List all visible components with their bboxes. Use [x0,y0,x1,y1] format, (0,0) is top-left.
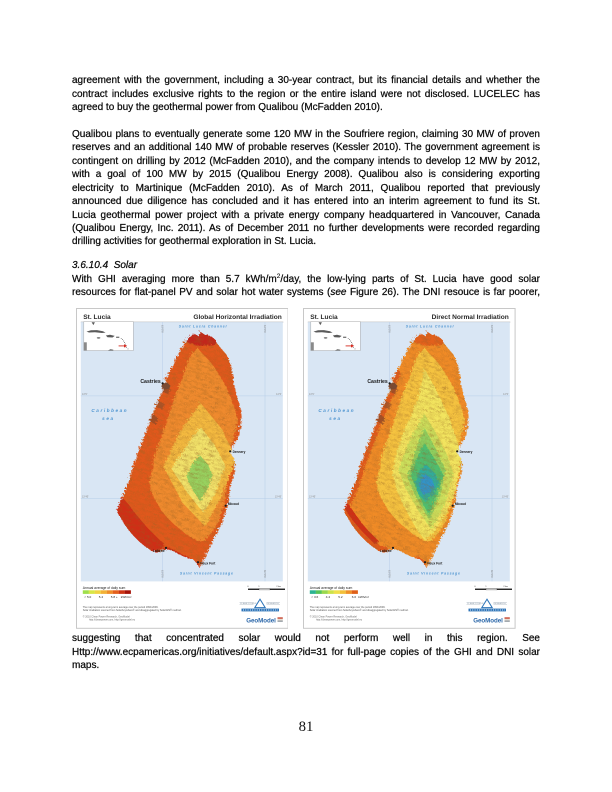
svg-text:Saint Lucia Channel: Saint Lucia Channel [178,325,227,329]
svg-text:61°0'W: 61°0'W [263,325,266,333]
svg-text:Annual average of daily sum: Annual average of daily sum [310,586,353,590]
svg-text:kWh/m²: kWh/m² [359,595,370,599]
svg-text:Laborie: Laborie [153,549,165,553]
svg-text:4.4: 4.4 [326,595,331,599]
svg-text:Solar irradiation sourced from: Solar irradiation sourced from SolarAnyw… [82,609,181,612]
svg-text:61°0'W: 61°0'W [490,325,493,333]
svg-text:0: 0 [475,587,477,589]
svg-text:Caribbean: Caribbean [319,408,356,413]
svg-text:6.0: 6.0 [352,595,357,599]
svg-text:1: 1 [486,587,488,589]
svg-text:GeoModel: GeoModel [246,618,276,625]
svg-text:St. Lucia: St. Lucia [83,314,111,321]
svg-text:St. Lucia: St. Lucia [311,314,339,321]
svg-text:Vieux Fort: Vieux Fort [199,562,215,566]
svg-text:CLEAN POWER: CLEAN POWER [240,602,257,605]
svg-text:61°0'W: 61°0'W [490,570,493,578]
svg-text:Castries: Castries [368,380,389,386]
svg-text:61°0'W: 61°0'W [160,325,163,333]
svg-text:RESEARCH: RESEARCH [266,602,279,605]
svg-text:Global Horizontal Irradiation: Global Horizontal Irradiation [193,314,281,321]
svg-text:2 km: 2 km [504,587,509,589]
svg-text:RESEARCH: RESEARCH [494,602,507,605]
svg-text:2 km: 2 km [276,587,281,589]
svg-text:61°0'W: 61°0'W [263,570,266,578]
svg-text:14°0': 14°0' [276,393,282,396]
svg-text:The map represents a long-term: The map represents a long-term average o… [82,606,158,609]
svg-text:Vieux Fort: Vieux Fort [427,562,443,566]
svg-text:Solar irradiation sourced from: Solar irradiation sourced from SolarAnyw… [310,609,409,612]
svg-text:sea: sea [102,416,114,421]
svg-text:5.2: 5.2 [339,595,344,599]
svg-text:Laborie: Laborie [380,549,392,553]
svg-text:Dennery: Dennery [460,450,473,454]
svg-text:5.4: 5.4 [98,595,103,599]
svg-text:Annual average of daily sum: Annual average of daily sum [82,586,125,590]
svg-text:13°45': 13°45' [309,496,316,499]
svg-text:14°0': 14°0' [503,393,509,396]
svg-text:14°0': 14°0' [309,393,315,396]
svg-text:Saint Vincent Passage: Saint Vincent Passage [407,572,461,576]
svg-text:Saint Vincent Passage: Saint Vincent Passage [180,572,234,576]
svg-text:13°45': 13°45' [274,496,281,499]
svg-text:Dennery: Dennery [232,450,245,454]
svg-text:5.8 +: 5.8 + [110,595,117,599]
svg-text:13°45': 13°45' [82,496,89,499]
svg-text:61°0'W: 61°0'W [388,325,391,333]
svg-text:Micoud: Micoud [455,502,466,506]
svg-text:Direct Normal Irradiation: Direct Normal Irradiation [432,314,509,321]
svg-text:http://cleanpower.com, http://: http://cleanpower.com, http://geomodel.e… [316,619,363,622]
svg-text:Caribbean: Caribbean [91,408,128,413]
svg-text:The map represents a long-term: The map represents a long-term average o… [310,606,386,609]
svg-text:61°0'W: 61°0'W [160,570,163,578]
svg-text:< 3.6: < 3.6 [312,595,319,599]
svg-text:http://cleanpower.com, http://: http://cleanpower.com, http://geomodel.e… [89,619,136,622]
svg-text:kWh/m²: kWh/m² [120,595,131,599]
svg-text:61°0'W: 61°0'W [388,570,391,578]
svg-text:14°0': 14°0' [82,393,88,396]
svg-text:© 2010 Clean Power Research, G: © 2010 Clean Power Research, GeoModel [310,616,358,619]
svg-text:0: 0 [247,587,249,589]
svg-text:1: 1 [258,587,260,589]
svg-text:Saint Lucia Channel: Saint Lucia Channel [406,325,455,329]
svg-text:sea: sea [329,416,341,421]
svg-text:Castries: Castries [140,380,161,386]
svg-text:13°45': 13°45' [502,496,509,499]
svg-text:GeoModel: GeoModel [474,618,504,625]
svg-text:Micoud: Micoud [228,502,239,506]
svg-text:© 2010 Clean Power Research, G: © 2010 Clean Power Research, GeoModel [82,616,130,619]
svg-text:< 5.0: < 5.0 [84,595,91,599]
svg-text:CLEAN POWER: CLEAN POWER [467,602,484,605]
